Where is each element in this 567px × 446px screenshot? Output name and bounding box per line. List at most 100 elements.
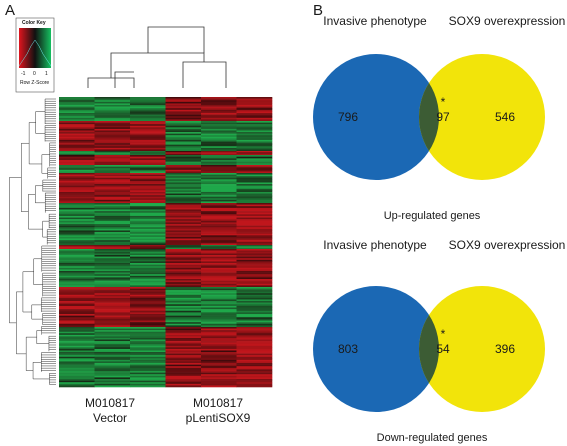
heatmap-cell — [130, 201, 166, 204]
heatmap-cell — [236, 372, 273, 375]
heatmap-cell — [130, 350, 166, 353]
heatmap-cell — [59, 256, 95, 259]
heatmap-cell — [130, 361, 166, 364]
heatmap-cell — [201, 272, 237, 275]
heatmap-cell — [130, 363, 166, 365]
heatmap-cell — [236, 119, 273, 122]
heatmap-cell — [130, 155, 166, 157]
heatmap-cell — [130, 285, 166, 288]
heatmap-cell — [236, 352, 273, 354]
heatmap-cell — [94, 301, 131, 303]
heatmap-cell — [165, 190, 202, 193]
heatmap-cell — [236, 176, 273, 179]
heatmap-cell — [130, 379, 166, 381]
heatmap-cell — [165, 309, 202, 312]
heatmap-cell — [165, 255, 202, 257]
venn-caption: Down-regulated genes — [377, 432, 488, 444]
heatmap-cell — [59, 152, 95, 154]
heatmap-cell — [165, 296, 202, 299]
heatmap-cell — [59, 232, 95, 234]
heatmap-cell — [94, 247, 131, 250]
heatmap-cell — [165, 124, 202, 127]
heatmap-cell — [130, 266, 166, 269]
heatmap-cell — [165, 299, 202, 302]
heatmap-cell — [201, 243, 237, 246]
heatmap-cell — [94, 341, 131, 343]
heatmap-cell — [59, 379, 95, 381]
heatmap-cell — [94, 307, 131, 310]
column-label-sox9-line2: pLentiSOX9 — [186, 411, 251, 425]
heatmap-cell — [201, 336, 237, 339]
heatmap-cell — [165, 333, 202, 336]
heatmap-cell — [165, 361, 202, 364]
heatmap-cell — [236, 222, 273, 225]
heatmap-cell — [130, 199, 166, 202]
heatmap-cell — [201, 369, 237, 372]
heatmap-cell — [59, 201, 95, 204]
heatmap-cell — [236, 174, 273, 177]
heatmap-cell — [236, 105, 273, 107]
heatmap-cell — [94, 152, 131, 154]
heatmap-cell — [59, 182, 95, 185]
heatmap-cell — [201, 350, 237, 353]
heatmap-cell — [201, 252, 237, 254]
heatmap-cell — [236, 171, 273, 174]
heatmap-cell — [59, 158, 95, 161]
heatmap-cell — [165, 228, 202, 231]
heatmap-cell — [59, 290, 95, 292]
heatmap-cell — [130, 156, 166, 159]
heatmap-cell — [94, 174, 131, 177]
heatmap-cell — [59, 359, 95, 362]
heatmap-cell — [236, 318, 273, 321]
heatmap-cell — [236, 149, 273, 152]
heatmap-cell — [201, 176, 237, 179]
heatmap-cell — [165, 352, 202, 354]
heatmap-cell — [59, 196, 95, 199]
heatmap-cell — [130, 305, 166, 308]
heatmap-cell — [59, 243, 95, 246]
heatmap-cell — [201, 174, 237, 177]
heatmap-cell — [201, 266, 237, 269]
heatmap-cell — [236, 233, 273, 236]
heatmap-cell — [165, 288, 202, 291]
heatmap-cell — [130, 302, 166, 305]
heatmap-cell — [59, 330, 95, 332]
heatmap-cell — [130, 279, 166, 281]
heatmap-cell — [94, 288, 131, 291]
heatmap-cell — [201, 185, 237, 188]
heatmap-cell — [59, 287, 95, 289]
venn-overlap-marker: * — [441, 95, 446, 109]
heatmap-cell — [236, 136, 273, 139]
heatmap-cell — [236, 215, 273, 218]
heatmap-cell — [59, 246, 95, 248]
heatmap-cell — [165, 100, 202, 103]
heatmap-cell — [165, 279, 202, 281]
heatmap-cell — [236, 191, 273, 194]
heatmap-cell — [94, 382, 131, 385]
heatmap-cell — [236, 252, 273, 254]
heatmap-cell — [130, 222, 166, 225]
heatmap-cell — [236, 209, 273, 212]
heatmap-cell — [59, 207, 95, 210]
heatmap-cell — [130, 114, 166, 117]
heatmap-cell — [165, 377, 202, 380]
heatmap-cell — [59, 315, 95, 318]
heatmap-cell — [165, 184, 202, 186]
heatmap-cell — [201, 312, 237, 315]
heatmap-cell — [236, 135, 273, 138]
heatmap-cell — [130, 187, 166, 190]
heatmap-cell — [59, 304, 95, 307]
heatmap-cell — [165, 128, 202, 131]
heatmap-cell — [236, 228, 273, 231]
heatmap-cell — [94, 97, 131, 99]
heatmap-cell — [94, 263, 131, 265]
heatmap-cell — [201, 144, 237, 147]
heatmap-cell — [59, 361, 95, 364]
heatmap-cell — [130, 98, 166, 101]
heatmap-cell — [59, 318, 95, 321]
heatmap-cell — [94, 235, 131, 238]
heatmap-cell — [236, 304, 273, 307]
heatmap-cell — [236, 165, 273, 167]
heatmap-cell — [201, 151, 237, 153]
heatmap-cell — [236, 203, 273, 205]
